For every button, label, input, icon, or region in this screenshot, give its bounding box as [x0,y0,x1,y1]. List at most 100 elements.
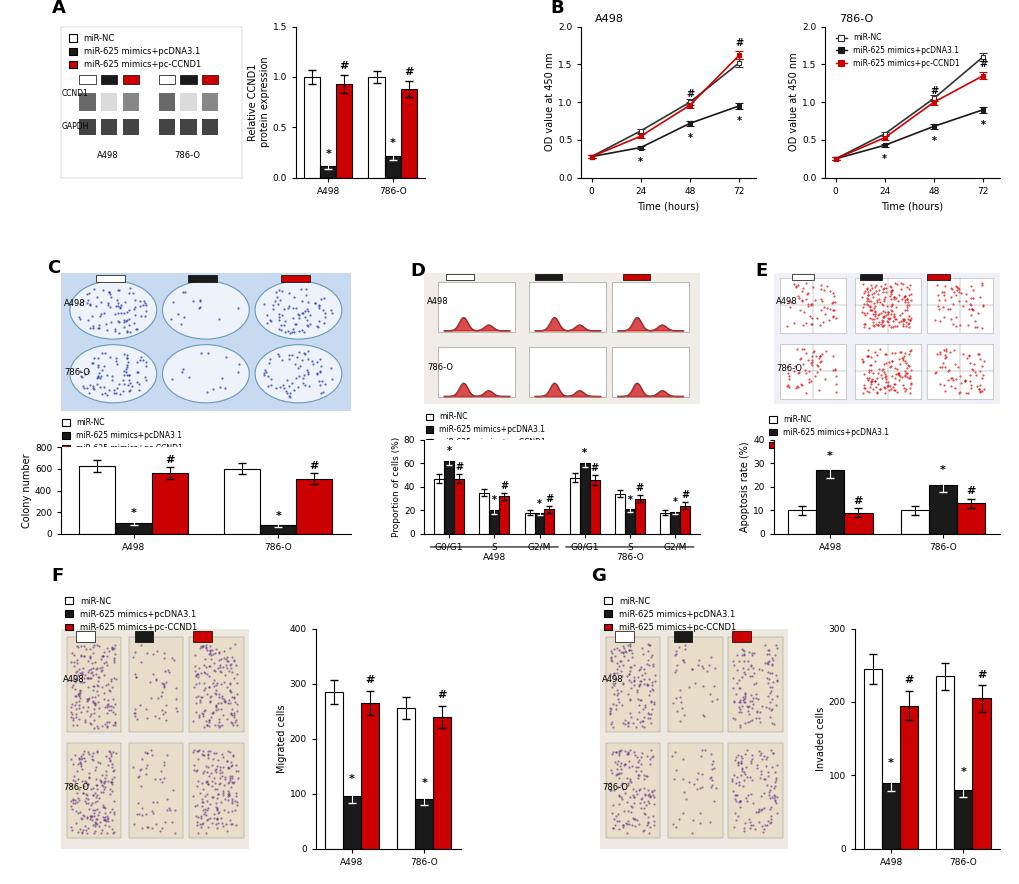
Bar [260,525,296,534]
Bar [570,477,579,534]
Text: *: * [881,155,887,164]
Bar [544,509,554,534]
Legend: miR-NC, miR-625 mimics+pcDNA3.1, miR-625 mimics+pc-CCND1: miR-NC, miR-625 mimics+pcDNA3.1, miR-625… [59,415,185,456]
Bar [634,499,644,534]
FancyBboxPatch shape [193,631,212,642]
Bar [342,796,361,849]
Ellipse shape [70,345,157,403]
Y-axis label: Migrated cells: Migrated cells [276,705,286,773]
FancyBboxPatch shape [159,93,175,111]
Text: 786-O: 786-O [64,368,90,377]
Y-axis label: Invaded cells: Invaded cells [815,706,825,771]
Text: B: B [549,0,564,18]
Text: A498: A498 [482,552,505,561]
Text: A498: A498 [63,674,85,683]
Y-axis label: OD value at 450 nm: OD value at 450 nm [789,53,798,151]
Text: #: # [499,481,507,491]
FancyBboxPatch shape [926,274,949,280]
Text: #: # [339,61,348,71]
Bar [79,466,115,534]
Bar [625,509,634,534]
FancyBboxPatch shape [605,637,660,732]
FancyBboxPatch shape [122,93,139,111]
Text: *: * [421,778,427,789]
FancyBboxPatch shape [202,93,218,111]
FancyBboxPatch shape [534,274,561,280]
FancyBboxPatch shape [732,631,750,642]
Text: 786-O: 786-O [174,150,201,159]
Text: #: # [590,463,598,474]
Bar [900,510,928,534]
FancyBboxPatch shape [159,118,175,135]
FancyBboxPatch shape [673,631,692,642]
Text: #: # [437,690,446,700]
Y-axis label: OD value at 450 nm: OD value at 450 nm [544,53,554,151]
Legend: miR-NC, miR-625 mimics+pcDNA3.1, miR-625 mimics+pc-CCND1: miR-NC, miR-625 mimics+pcDNA3.1, miR-625… [765,412,892,453]
Legend: miR-NC, miR-625 mimics+pcDNA3.1, miR-625 mimics+pc-CCND1: miR-NC, miR-625 mimics+pcDNA3.1, miR-625… [65,31,204,72]
Bar [971,698,989,849]
FancyBboxPatch shape [605,743,660,838]
Bar [224,469,260,534]
FancyBboxPatch shape [180,118,197,135]
Bar [614,494,625,534]
Bar [534,513,544,534]
Bar [954,790,971,849]
FancyBboxPatch shape [791,274,813,280]
FancyBboxPatch shape [667,637,721,732]
Bar [384,156,400,178]
Text: A498: A498 [64,299,86,308]
Bar [479,492,489,534]
Legend: miR-NC, miR-625 mimics+pcDNA3.1, miR-625 mimics+pc-CCND1: miR-NC, miR-625 mimics+pcDNA3.1, miR-625… [61,593,201,636]
Text: *: * [325,149,331,159]
Text: 786-O: 786-O [601,782,628,791]
Bar [489,510,499,534]
Text: *: * [638,156,643,166]
Bar [956,503,984,534]
Text: *: * [582,448,587,458]
Text: *: * [672,498,677,507]
Text: F: F [52,567,64,585]
Text: #: # [635,484,643,493]
Text: *: * [930,136,935,146]
Text: CCND1: CCND1 [61,88,88,97]
Bar [844,513,871,534]
Text: GAPDH: GAPDH [61,122,89,131]
FancyBboxPatch shape [438,347,515,398]
Bar [863,669,881,849]
Text: #: # [978,59,986,69]
FancyBboxPatch shape [76,631,95,642]
Bar [320,165,336,178]
Bar [453,479,464,534]
Text: *: * [275,511,281,521]
Text: *: * [446,446,451,456]
Text: *: * [960,767,965,777]
Text: 786-O: 786-O [427,362,452,371]
FancyBboxPatch shape [79,118,96,135]
Text: *: * [491,495,496,505]
Text: #: # [310,461,319,471]
Text: #: # [685,89,693,99]
FancyBboxPatch shape [446,274,474,280]
Bar [296,478,332,534]
Text: *: * [348,774,355,784]
Text: D: D [410,262,425,280]
FancyBboxPatch shape [854,278,919,333]
FancyBboxPatch shape [202,75,218,84]
Text: #: # [735,38,743,49]
Text: A498: A498 [427,297,448,306]
FancyBboxPatch shape [667,743,721,838]
Text: #: # [966,486,975,496]
Bar [400,89,417,178]
Ellipse shape [70,281,157,339]
Bar [589,480,599,534]
Text: A498: A498 [775,297,797,306]
FancyBboxPatch shape [859,274,881,280]
Text: #: # [904,675,913,685]
FancyBboxPatch shape [926,278,991,333]
FancyBboxPatch shape [854,344,919,399]
Y-axis label: Colony number: Colony number [22,453,33,528]
Bar [579,463,589,534]
Y-axis label: Apoptosis rate (%): Apoptosis rate (%) [740,442,750,532]
Text: *: * [940,465,946,476]
FancyBboxPatch shape [780,278,845,333]
